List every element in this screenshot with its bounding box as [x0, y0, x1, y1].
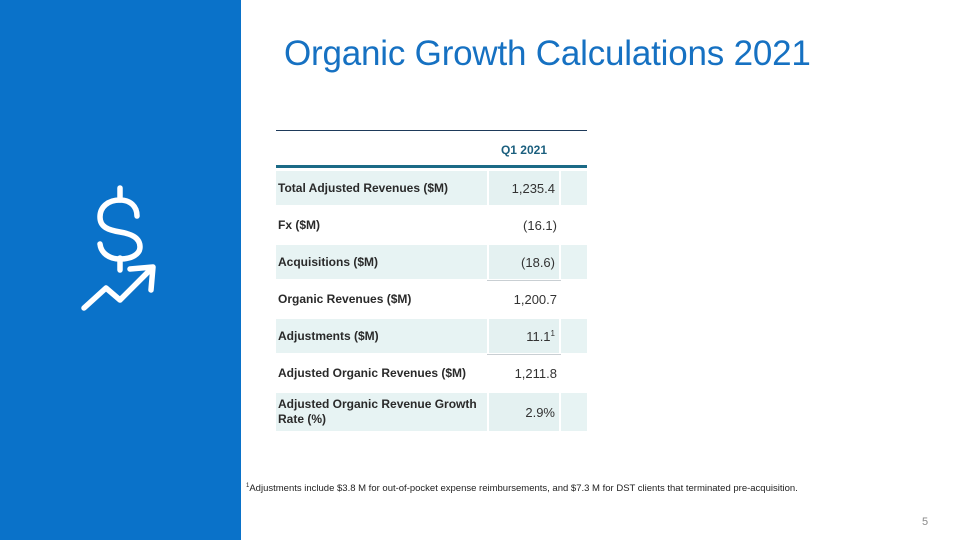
table-row: Fx ($M) (16.1)	[276, 208, 587, 242]
row-value: 1,200.7	[513, 291, 557, 307]
subtotal-rule	[487, 280, 561, 281]
row-value: 1,235.4	[487, 171, 561, 205]
footnote-text: Adjustments include $3.8 M for out-of-po…	[249, 483, 798, 495]
table-header: Q1 2021	[276, 131, 587, 168]
row-value: 1,211.8	[514, 365, 557, 381]
organic-growth-table: Q1 2021 Total Adjusted Revenues ($M) 1,2…	[276, 130, 587, 431]
table-row: Organic Revenues ($M) 1,200.7	[276, 280, 587, 316]
sidebar-panel	[0, 0, 241, 540]
table-row: Total Adjusted Revenues ($M) 1,235.4	[276, 171, 587, 205]
column-header-q1-2021: Q1 2021	[500, 143, 548, 157]
row-value: (18.6)	[487, 245, 561, 279]
table-top-rule	[276, 130, 587, 131]
row-label: Acquisitions ($M)	[278, 254, 379, 269]
row-label: Organic Revenues ($M)	[278, 291, 412, 306]
row-value: 11.1 1	[487, 319, 561, 353]
table-row: Adjustments ($M) 11.1 1	[276, 319, 587, 353]
footnote: 1Adjustments include $3.8 M for out-of-p…	[246, 483, 798, 494]
table-row: Adjusted Organic Revenue Growth Rate (%)…	[276, 393, 587, 431]
page-number: 5	[922, 516, 929, 528]
footnote-marker: 1	[246, 483, 250, 489]
row-value: 2.9%	[487, 393, 561, 431]
table-row: Adjusted Organic Revenues ($M) 1,211.8	[276, 354, 587, 390]
subtotal-rule	[487, 354, 561, 355]
row-value: (16.1)	[523, 217, 557, 233]
row-label: Adjusted Organic Revenue Growth Rate (%)	[278, 397, 477, 426]
row-label: Adjusted Organic Revenues ($M)	[278, 365, 467, 380]
slide-title: Organic Growth Calculations 2021	[284, 34, 811, 73]
row-label: Adjustments ($M)	[278, 328, 379, 343]
dollar-growth-arrow-icon	[81, 185, 156, 311]
footnote-marker: 1	[550, 328, 555, 338]
table-row: Acquisitions ($M) (18.6)	[276, 245, 587, 279]
row-label: Fx ($M)	[278, 217, 320, 232]
row-label: Total Adjusted Revenues ($M)	[278, 180, 449, 195]
